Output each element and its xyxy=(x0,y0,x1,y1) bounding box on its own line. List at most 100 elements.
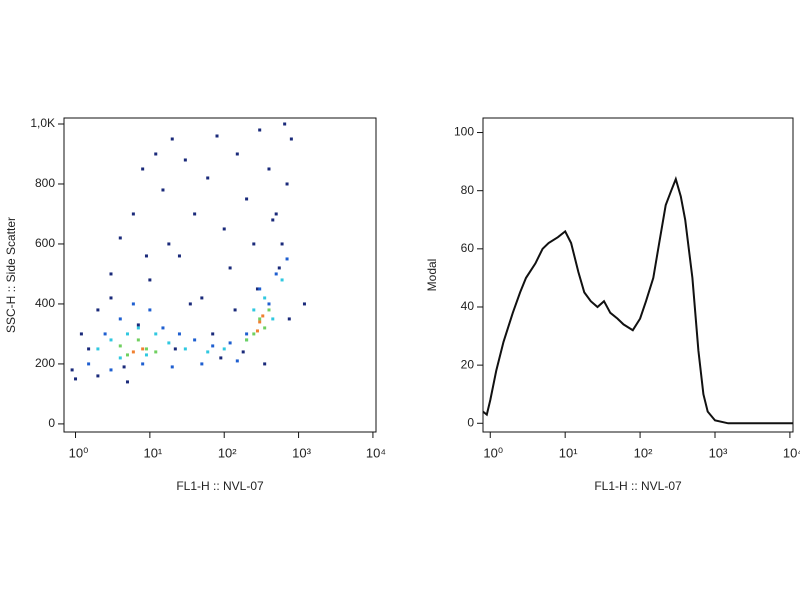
y-tick-label: 0 xyxy=(467,415,474,429)
point xyxy=(161,188,165,192)
point xyxy=(131,350,135,354)
point xyxy=(200,296,204,300)
point xyxy=(154,350,158,354)
point xyxy=(211,332,215,336)
point xyxy=(228,341,232,345)
x-tick-label: 10² xyxy=(634,445,653,460)
point xyxy=(154,332,158,336)
point xyxy=(103,332,107,336)
point xyxy=(177,332,181,336)
point xyxy=(183,347,187,351)
x-tick-label: 10¹ xyxy=(143,445,162,460)
x-tick-label: 10⁰ xyxy=(69,445,89,460)
point xyxy=(109,272,113,276)
point xyxy=(144,254,148,258)
point xyxy=(87,347,91,351)
point xyxy=(222,227,226,231)
point xyxy=(222,347,226,351)
point xyxy=(263,326,267,330)
x-tick-label: 10³ xyxy=(292,445,311,460)
point xyxy=(144,347,148,351)
point xyxy=(255,287,259,291)
y-tick-label: 80 xyxy=(461,183,475,197)
point xyxy=(141,362,145,366)
x-axis-label: FL1-H :: NVL-07 xyxy=(594,479,682,493)
point xyxy=(87,362,91,366)
point xyxy=(177,254,181,258)
point xyxy=(173,347,177,351)
plot-frame xyxy=(63,117,377,433)
point xyxy=(263,296,267,300)
point xyxy=(280,242,284,246)
x-tick-label: 10⁴ xyxy=(366,445,386,460)
x-tick-label: 10⁴ xyxy=(783,445,800,460)
y-tick-label: 600 xyxy=(35,236,55,250)
point xyxy=(245,332,249,336)
point xyxy=(245,197,249,201)
x-axis-label: FL1-H :: NVL-07 xyxy=(176,479,264,493)
point xyxy=(125,332,129,336)
point xyxy=(118,344,122,348)
point xyxy=(245,338,249,342)
point xyxy=(267,302,271,306)
point xyxy=(118,236,122,240)
y-tick-label: 20 xyxy=(461,357,475,371)
y-axis-label: Modal xyxy=(425,259,439,292)
point xyxy=(228,266,232,270)
point xyxy=(285,257,289,261)
point xyxy=(255,329,259,333)
x-tick-label: 10¹ xyxy=(559,445,578,460)
point xyxy=(141,167,145,171)
y-tick-label: 100 xyxy=(454,125,474,139)
point xyxy=(258,128,262,132)
point xyxy=(96,374,100,378)
plot-frame xyxy=(482,117,794,433)
point xyxy=(258,287,262,291)
point xyxy=(96,308,100,312)
point xyxy=(122,365,126,369)
point xyxy=(287,317,291,321)
point xyxy=(271,317,275,321)
point xyxy=(161,326,165,330)
point xyxy=(235,152,239,156)
point xyxy=(200,362,204,366)
x-tick-label: 10² xyxy=(218,445,237,460)
point xyxy=(136,326,140,330)
point xyxy=(206,350,210,354)
point xyxy=(258,317,262,321)
point xyxy=(167,341,171,345)
point xyxy=(241,350,245,354)
y-tick-label: 1,0K xyxy=(30,116,55,130)
point xyxy=(154,152,158,156)
point xyxy=(136,338,140,342)
point xyxy=(109,296,113,300)
point xyxy=(267,308,271,312)
y-axis-label: SSC-H :: Side Scatter xyxy=(4,217,18,333)
point xyxy=(302,302,306,306)
point xyxy=(283,122,287,126)
point xyxy=(148,308,152,312)
point xyxy=(118,317,122,321)
point xyxy=(215,134,219,138)
point xyxy=(109,338,113,342)
point xyxy=(233,308,237,312)
point xyxy=(148,278,152,282)
point xyxy=(211,344,215,348)
point xyxy=(274,272,278,276)
point xyxy=(141,347,145,351)
point xyxy=(144,353,148,357)
y-tick-label: 0 xyxy=(48,416,55,430)
point xyxy=(118,356,122,360)
x-tick-label: 10⁰ xyxy=(483,445,503,460)
point xyxy=(170,365,174,369)
y-tick-label: 800 xyxy=(35,176,55,190)
point xyxy=(252,242,256,246)
x-tick-label: 10³ xyxy=(709,445,728,460)
point xyxy=(263,362,267,366)
point xyxy=(289,137,293,141)
point xyxy=(252,332,256,336)
point xyxy=(131,212,135,216)
point xyxy=(277,266,281,270)
y-tick-label: 60 xyxy=(461,241,475,255)
